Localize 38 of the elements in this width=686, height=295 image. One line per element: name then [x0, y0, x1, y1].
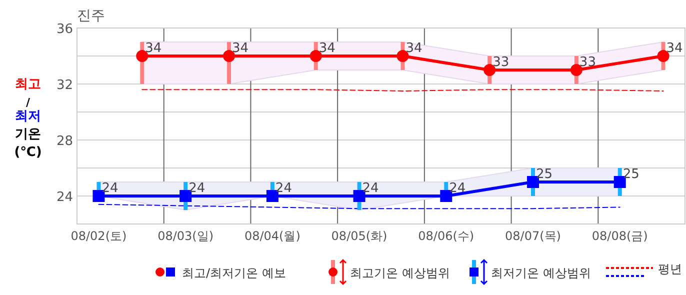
y-tick-label: 36	[56, 22, 73, 37]
point	[440, 190, 452, 202]
data-label: 34	[145, 41, 162, 56]
text: 최저기온 예상범위	[491, 266, 591, 280]
legend-label: 최고/최저기온 예보	[182, 266, 286, 280]
data-label: 24	[449, 181, 466, 196]
legend-label: 평년	[658, 262, 682, 276]
data-label: 33	[579, 55, 596, 70]
data-label: 33	[492, 55, 510, 70]
x-tick-label: 08/05(화)	[331, 229, 388, 243]
point	[180, 190, 192, 202]
x-tick-label: 08/03(일)	[158, 229, 214, 243]
data-label: 24	[362, 181, 379, 196]
data-label: 25	[622, 167, 640, 182]
x-tick-label: 08/08(금)	[592, 229, 648, 243]
data-label: 34	[232, 41, 249, 56]
point	[223, 50, 235, 62]
point	[92, 190, 105, 202]
point	[353, 190, 366, 202]
x-tick-label: 08/06(수)	[418, 229, 474, 243]
y-tick-label: 28	[56, 134, 73, 149]
y-tick-label: 24	[56, 190, 73, 205]
point	[527, 176, 539, 188]
chart-title: 진주	[77, 8, 105, 24]
x-tick-label: 08/02(토)	[70, 229, 127, 243]
x-tick-label: 08/04(월)	[244, 229, 300, 243]
text: 최고기온 예상범위	[350, 266, 450, 280]
data-label: 24	[102, 181, 118, 196]
y-axis-title: 최고/최저 기온 (℃)	[14, 77, 42, 160]
y-tick-label: 32	[56, 78, 73, 93]
data-label: 24	[188, 181, 206, 196]
data-label: 34	[318, 41, 336, 56]
data-label: 34	[666, 41, 683, 56]
data-label: 34	[406, 41, 422, 56]
data-label: 24	[275, 181, 292, 196]
data-label: 25	[536, 167, 553, 182]
point	[266, 190, 278, 202]
x-tick-label: 08/07(목)	[505, 229, 561, 243]
